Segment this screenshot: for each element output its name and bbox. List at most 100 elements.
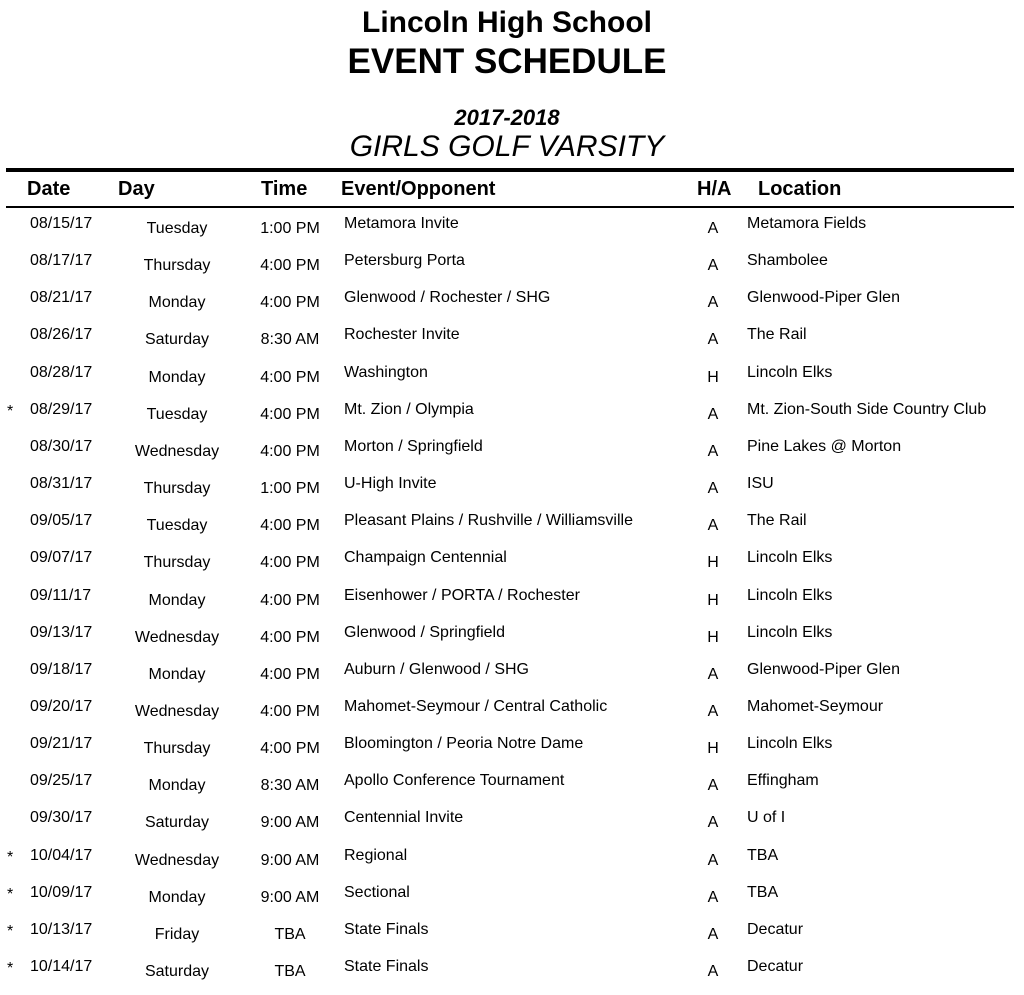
table-row: * 10/13/17 Friday TBA State Finals A Decatur (0, 921, 1024, 958)
table-row: 09/11/17 Monday 4:00 PM Eisenhower / PORTA … (0, 587, 1024, 624)
table-row: * 10/04/17 Wednesday 9:00 AM Regional A TBA (0, 847, 1024, 884)
row-event: Auburn / Glenwood / SHG (344, 660, 529, 678)
column-header-date: Date (27, 178, 71, 200)
row-location: Pine Lakes @ Morton (747, 437, 902, 455)
row-day: Saturday (144, 331, 210, 349)
row-date: 09/18/17 (30, 660, 93, 678)
row-day: Wednesday (134, 702, 220, 720)
row-event: Pleasant Plains / Rushville / Williamsvi… (344, 512, 633, 530)
row-location: The Rail (747, 512, 807, 530)
table-row: 09/07/17 Thursday 4:00 PM Champaign Centenn… (0, 549, 1024, 586)
row-location: Lincoln Elks (747, 586, 833, 604)
row-time: 9:00 AM (260, 814, 320, 832)
row-day: Monday (148, 665, 206, 683)
row-event: Metamora Invite (344, 215, 459, 232)
row-date: 09/30/17 (30, 809, 93, 827)
row-date: 09/11/17 (30, 586, 92, 604)
row-home-away: H (707, 628, 719, 646)
row-time: 4:00 PM (260, 591, 320, 609)
row-day: Tuesday (146, 405, 208, 423)
row-date: 08/17/17 (30, 252, 93, 270)
row-day: Thursday (143, 740, 211, 758)
row-date: 10/04/17 (30, 846, 93, 864)
row-location: TBA (747, 883, 779, 901)
row-location: Glenwood-Piper Glen (747, 289, 900, 307)
row-home-away: A (707, 851, 719, 869)
row-date: 09/25/17 (30, 772, 93, 790)
row-home-away: A (707, 777, 719, 795)
table-row: 09/18/17 Monday 4:00 PM Auburn / Glenwood /… (0, 661, 1024, 698)
row-location: TBA (747, 846, 779, 864)
row-day: Monday (148, 294, 206, 312)
row-home-away: H (707, 591, 719, 609)
row-location: Shambolee (747, 252, 828, 270)
column-header-location: Location (758, 178, 842, 200)
table-row: 08/21/17 Monday 4:00 PM Glenwood / Rocheste… (0, 289, 1024, 326)
row-location: Lincoln Elks (747, 735, 833, 753)
row-time: 4:00 PM (260, 554, 320, 572)
row-day: Tuesday (146, 220, 208, 237)
row-location: Mahomet-Seymour (747, 697, 884, 715)
row-event: Regional (344, 846, 408, 864)
row-date: 08/26/17 (30, 326, 93, 344)
row-day: Monday (148, 777, 206, 795)
row-location: The Rail (747, 326, 807, 344)
table-row: * 10/14/17 Saturday TBA State Finals A Decatur (0, 958, 1024, 995)
row-time: 8:30 AM (260, 777, 320, 795)
row-event: State Finals (344, 958, 429, 975)
row-home-away: A (707, 963, 719, 980)
row-time: 1:00 PM (260, 480, 320, 498)
column-header-time: Time (261, 178, 308, 200)
row-time: 4:00 PM (260, 405, 320, 423)
row-day: Monday (148, 368, 206, 386)
row-location: Metamora Fields (747, 215, 867, 232)
row-home-away: A (707, 257, 719, 275)
row-mark: * (7, 960, 14, 977)
row-event: Eisenhower / PORTA / Rochester (344, 586, 580, 604)
row-event: Sectional (344, 883, 410, 901)
row-time: 8:30 AM (260, 331, 320, 349)
row-time: 4:00 PM (260, 702, 320, 720)
row-event: Washington (344, 363, 428, 381)
row-home-away: A (707, 480, 719, 498)
row-day: Monday (148, 888, 206, 906)
row-time: 4:00 PM (260, 628, 320, 646)
row-time: 4:00 PM (260, 368, 320, 386)
table-row: 09/25/17 Monday 8:30 AM Apollo Conference T… (0, 772, 1024, 809)
row-home-away: A (707, 925, 719, 943)
row-day: Thursday (143, 554, 211, 572)
header-divider (6, 168, 1014, 172)
row-day: Saturday (144, 814, 210, 832)
row-home-away: H (707, 740, 719, 758)
row-time: TBA (274, 925, 306, 943)
row-event: Bloomington / Peoria Notre Dame (344, 735, 584, 753)
row-location: Glenwood-Piper Glen (747, 660, 900, 678)
column-header-divider (6, 206, 1014, 208)
row-date: 09/20/17 (30, 697, 93, 715)
row-mark: * (7, 885, 14, 903)
row-day: Saturday (144, 963, 210, 980)
row-location: Decatur (747, 958, 804, 975)
table-row: 09/05/17 Tuesday 4:00 PM Pleasant Plains / … (0, 512, 1024, 549)
table-row: 08/17/17 Thursday 4:00 PM Petersburg Porta A… (0, 252, 1024, 289)
row-location: Mt. Zion-South Side Country Club (747, 400, 987, 418)
row-home-away: A (707, 888, 719, 906)
row-date: 10/09/17 (30, 883, 93, 901)
row-location: Lincoln Elks (747, 623, 833, 641)
row-day: Thursday (143, 257, 211, 275)
row-date: 08/31/17 (30, 475, 93, 493)
row-day: Wednesday (134, 628, 220, 646)
table-row: 08/31/17 Thursday 1:00 PM U-High Invite A ISU (0, 475, 1024, 512)
row-home-away: A (707, 814, 719, 832)
table-row: 09/20/17 Wednesday 4:00 PM Mahomet-Seymour … (0, 698, 1024, 735)
school-name: Lincoln High School (362, 6, 652, 39)
row-mark: * (7, 848, 14, 866)
row-date: 09/13/17 (30, 623, 93, 641)
row-date: 08/21/17 (30, 289, 93, 307)
row-day: Wednesday (134, 851, 220, 869)
row-day: Tuesday (146, 517, 208, 535)
row-day: Friday (154, 925, 200, 943)
row-home-away: A (707, 702, 719, 720)
row-home-away: A (707, 331, 719, 349)
row-time: 4:00 PM (260, 740, 320, 758)
